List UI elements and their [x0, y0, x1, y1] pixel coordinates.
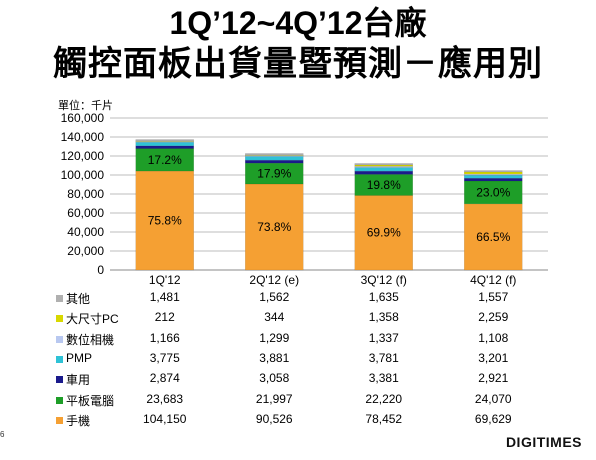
- bar-segment: [135, 170, 194, 271]
- table-cell: 1,299: [259, 330, 290, 345]
- table-cell: 3,881: [259, 350, 290, 365]
- legend-swatch: [56, 396, 63, 404]
- y-tick-label: 20,000: [67, 244, 104, 258]
- bar-segment: [245, 153, 304, 156]
- bar-segment: [354, 167, 413, 172]
- table-cell: 1,108: [478, 330, 509, 345]
- table-cell: 78,452: [365, 411, 403, 426]
- y-tick-label: 80,000: [67, 187, 104, 201]
- legend-swatch: [56, 376, 63, 384]
- x-category-label: 1Q'12: [149, 273, 181, 287]
- x-category-label: 2Q'12 (e): [249, 273, 299, 287]
- table-cell: 104,150: [143, 411, 187, 426]
- table-row: 手機 104,150 90,526 78,452 69,629: [52, 411, 532, 431]
- y-tick-label: 140,000: [61, 130, 105, 144]
- table-cell: 1,562: [259, 290, 290, 304]
- tablet-share-label: 17.2%: [148, 153, 182, 167]
- bar-segment: [354, 195, 413, 271]
- table-cell: 1,557: [478, 290, 509, 304]
- bar-segment: [464, 203, 523, 271]
- table-cell: 24,070: [474, 391, 512, 406]
- table-row: PMP 3,775 3,881 3,781 3,201: [52, 350, 532, 370]
- table-cell: 2,874: [149, 371, 180, 386]
- series-label: 大尺寸PC: [66, 312, 119, 327]
- bar-segment: [245, 156, 304, 161]
- x-category-label: 3Q'12 (f): [361, 273, 407, 287]
- y-tick-label: 120,000: [61, 149, 105, 163]
- series-label: 數位相機: [66, 332, 115, 347]
- table-cell: 69,629: [474, 411, 512, 426]
- phone-share-label: 75.8%: [148, 214, 182, 228]
- phone-share-label: 66.5%: [476, 230, 510, 244]
- series-label: 手機: [66, 413, 91, 428]
- phone-share-label: 73.8%: [257, 220, 291, 234]
- series-label: 車用: [66, 373, 91, 388]
- y-tick-label: 60,000: [67, 206, 104, 220]
- bar-segment: [135, 145, 194, 149]
- bar-segment: [135, 139, 194, 142]
- table-cell: 21,997: [255, 391, 293, 406]
- table-cell: 22,220: [365, 391, 403, 406]
- table-row: 其他 1,481 1,562 1,635 1,557: [52, 289, 532, 309]
- table-cell: 1,166: [149, 330, 180, 345]
- tablet-share-label: 23.0%: [476, 185, 510, 199]
- bar-segment: [464, 174, 523, 179]
- phone-share-label: 69.9%: [367, 226, 401, 240]
- table-cell: 3,381: [368, 371, 399, 386]
- table-cell: 3,201: [478, 350, 509, 365]
- legend-swatch: [56, 416, 63, 424]
- table-cell: 212: [154, 310, 175, 325]
- legend-swatch: [56, 355, 63, 363]
- table-cell: 1,481: [149, 290, 180, 304]
- series-label: 其他: [66, 292, 91, 306]
- table-cell: 1,635: [368, 290, 399, 304]
- table-cell: 344: [264, 310, 285, 325]
- table-cell: 2,921: [478, 371, 509, 386]
- bar-segment: [354, 163, 413, 166]
- bar-segment: [464, 177, 523, 182]
- table-cell: 23,683: [146, 391, 184, 406]
- table-row: 大尺寸PC 212 344 1,358 2,259: [52, 309, 532, 329]
- table-cell: 1,337: [368, 330, 399, 345]
- bar-segment: [135, 141, 194, 147]
- table-row: 車用 2,874 3,058 3,381 2,921: [52, 370, 532, 390]
- bar-segment: [245, 159, 304, 164]
- y-tick-label: 100,000: [61, 168, 105, 182]
- legend-swatch: [56, 335, 63, 343]
- bar-segment: [464, 171, 523, 175]
- table-cell: 90,526: [255, 411, 293, 426]
- y-tick-label: 0: [97, 263, 104, 277]
- chart-title-line1: 1Q’12~4Q’12台廠: [169, 5, 427, 41]
- tablet-share-label: 19.8%: [367, 178, 401, 192]
- table-cell: 3,775: [149, 350, 180, 365]
- series-label: PMP: [66, 350, 93, 365]
- table-cell: 1,358: [368, 310, 399, 325]
- series-label: 平板電腦: [66, 393, 115, 408]
- legend-swatch: [56, 315, 63, 323]
- table-cell: 3,058: [259, 371, 290, 386]
- stacked-bar-chart: 0 20,000 40,000 60,000 80,000 100,000 120,000 1…: [61, 111, 548, 287]
- page-number: 6: [0, 430, 5, 439]
- bar-segment: [245, 183, 304, 271]
- x-category-label: 4Q'12 (f): [470, 273, 516, 287]
- legend-swatch: [56, 295, 63, 302]
- table-row: 數位相機 1,166 1,299 1,337 1,108: [52, 330, 532, 350]
- table-cell: 2,259: [478, 310, 509, 325]
- bar-segment: [464, 170, 523, 173]
- digitimes-logo: DIGITIMES: [505, 434, 582, 450]
- chart-title-line2: 觸控面板出貨量暨預測－應用別: [53, 45, 543, 83]
- table-cell: 3,781: [368, 350, 399, 365]
- bar-segment: [354, 170, 413, 175]
- unit-label: 單位：千片: [58, 100, 113, 112]
- tablet-share-label: 17.9%: [257, 167, 291, 181]
- table-row: 平板電腦 23,683 21,997 22,220 24,070: [52, 391, 532, 411]
- y-tick-label: 40,000: [67, 225, 104, 239]
- bar-segment: [354, 174, 413, 196]
- y-tick-label: 160,000: [61, 111, 105, 125]
